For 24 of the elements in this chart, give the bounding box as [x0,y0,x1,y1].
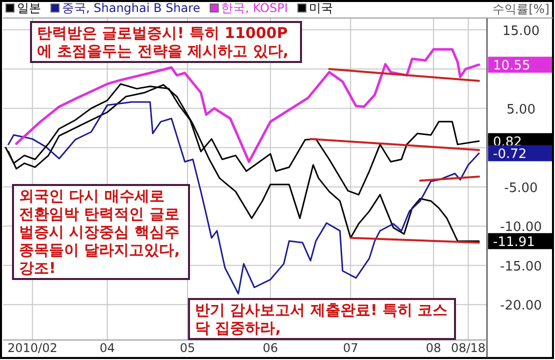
x-tick-label: 05 [180,341,196,355]
y-tick-label: -5.00 [504,180,538,196]
legend-label: 미국 [308,1,333,15]
x-tick-label: 07 [342,341,358,355]
y-tick-label: -15.00 [500,259,542,274]
y-axis-title: 수익률[%] [492,2,550,16]
y-tick-label: 5.00 [506,102,536,118]
annotation: 탄력받은 글로벌증시! 특히 11000P에 초점을두는 전략을 제시하고 있다, [30,21,302,63]
y-tick-label: 15.00 [502,24,540,39]
y-tick-label: -10.00 [500,220,542,236]
annotation: 10.55 [493,58,530,74]
legend-label: 중국, Shanghai B Share [62,1,200,15]
x-tick-label: 08/18 [450,341,486,355]
y-tick-label: -20.00 [500,298,542,314]
x-tick-label: 04 [100,341,115,355]
x-tick-label: 06 [262,341,278,355]
legend-label: 한국, KOSPI [221,1,288,15]
annotation: -11.91 [493,235,535,250]
legend-label: 일본 [17,1,41,15]
annotation: 외국인 다시 매수세로 전환임박 탄력적인 글로벌증시 시장중심 핵심주 종목들이 달라지고있다, 강조! [12,184,190,280]
x-tick-label: 08 [426,341,442,355]
annotation: -0.72 [493,147,527,162]
x-tick-label: 2010/02 [7,341,58,355]
annotation: 반기 감사보고서 제출완료! 특히 코스닥 집중하라, [188,298,456,340]
